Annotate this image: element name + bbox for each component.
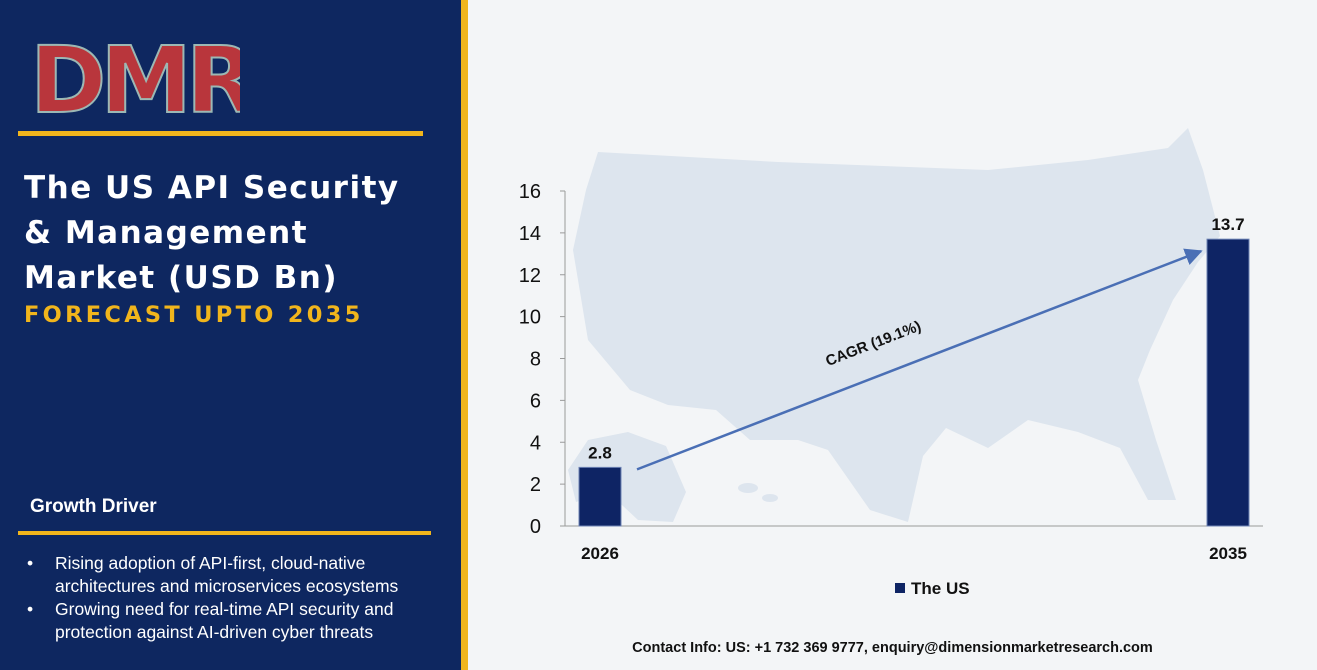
growth-driver-item: Growing need for real-time API security … — [24, 598, 444, 644]
y-tick-label: 4 — [530, 432, 541, 454]
bar-series — [578, 238, 1250, 527]
bar — [578, 466, 622, 527]
x-tick-label: 2035 — [1209, 544, 1247, 563]
title-line-3: Market (USD Bn) — [24, 260, 339, 296]
growth-driver-title: Growth Driver — [30, 496, 157, 517]
bar-data-label: 2.8 — [588, 443, 612, 462]
contact-label: Contact Info: — [632, 640, 722, 656]
contact-text: US: +1 732 369 9777, enquiry@dimensionma… — [725, 640, 1153, 656]
cagr-arrow — [636, 248, 1203, 471]
x-axis-labels: 2026 2035 — [581, 544, 1247, 563]
dmr-logo: DMR — [30, 36, 240, 120]
growth-driver-list: Rising adoption of API-first, cloud-nati… — [24, 552, 444, 644]
y-tick-label: 12 — [519, 265, 541, 287]
chart-legend: The US — [895, 579, 970, 598]
y-tick-label: 10 — [519, 307, 541, 329]
legend-label: The US — [911, 579, 970, 598]
y-tick-label: 2 — [530, 474, 541, 496]
y-tick-label: 14 — [519, 223, 541, 245]
bar — [1206, 238, 1250, 527]
bar-data-label: 13.7 — [1211, 215, 1244, 234]
y-tick-label: 0 — [530, 516, 541, 538]
y-tick-label: 16 — [519, 181, 541, 203]
title-line-2: & Management — [24, 215, 309, 251]
contact-info: Contact Info: US: +1 732 369 9777, enqui… — [468, 640, 1317, 656]
y-axis: 0 2 4 6 8 10 12 14 16 — [519, 181, 1263, 538]
growth-driver-rule — [18, 531, 431, 535]
page-title: The US API Security & Management Market … — [24, 166, 454, 301]
logo-text: DMR — [30, 36, 240, 120]
logo-rule — [18, 131, 423, 136]
page-subtitle: FORECAST UPTO 2035 — [24, 302, 364, 328]
gold-divider — [461, 0, 468, 670]
bar-data-labels: 2.8 13.7 — [588, 215, 1244, 462]
y-tick-label: 8 — [530, 349, 541, 371]
legend-swatch — [895, 583, 905, 593]
y-tick-label: 6 — [530, 390, 541, 412]
growth-driver-item: Rising adoption of API-first, cloud-nati… — [24, 552, 444, 598]
title-line-1: The US API Security — [24, 170, 400, 206]
us-map-background-icon — [568, 128, 1220, 522]
x-tick-label: 2026 — [581, 544, 619, 563]
left-panel: DMR The US API Security & Management Mar… — [0, 0, 461, 670]
